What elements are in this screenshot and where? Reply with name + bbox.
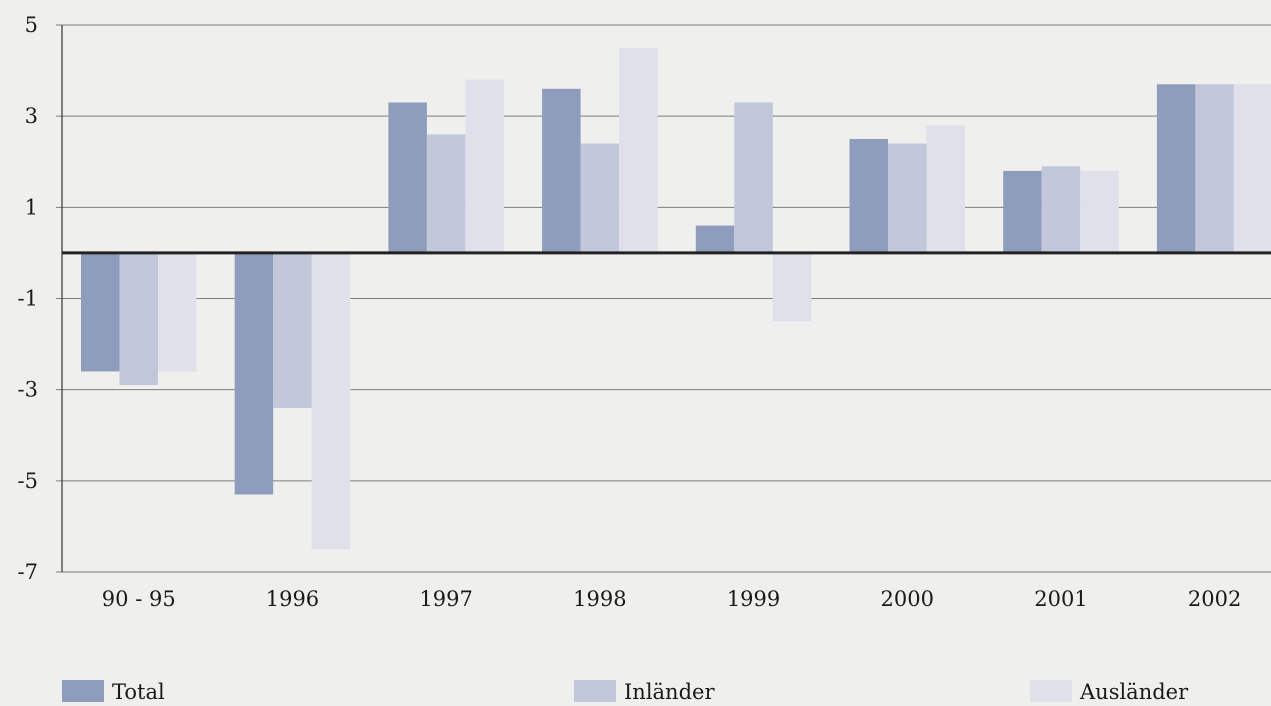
legend-label: Inländer	[624, 680, 715, 702]
bar-inländer	[888, 143, 927, 253]
legend-label: Ausländer	[1079, 680, 1189, 702]
bar-inländer	[1041, 166, 1081, 253]
bar-inländer	[426, 134, 466, 253]
axis-layer	[61, 25, 1271, 572]
bar-total	[542, 88, 581, 253]
x-tick-label: 90 - 95	[102, 587, 176, 611]
bar-ausländer	[465, 79, 504, 253]
y-tick-label: -7	[18, 560, 38, 584]
x-tick-label: 1996	[266, 587, 319, 611]
legend: Total Inländer Ausländer	[62, 680, 1189, 704]
bar-inländer	[734, 102, 773, 253]
legend-swatch	[62, 680, 104, 702]
legend-swatch	[1030, 680, 1072, 702]
bar-inländer	[580, 143, 620, 253]
y-tick-label: -1	[18, 287, 38, 311]
y-tick-label: -3	[18, 378, 38, 402]
x-tick-label: 2002	[1188, 587, 1241, 611]
x-tick-label: 1999	[727, 587, 780, 611]
legend-label: Total	[112, 680, 165, 702]
x-tick-label: 2000	[881, 587, 934, 611]
bar-total	[1156, 84, 1196, 253]
bar-inländer	[273, 252, 312, 408]
bar-ausländer	[1233, 84, 1271, 253]
x-tick-label: 1997	[419, 587, 472, 611]
bar-total	[388, 102, 427, 253]
label-layer: 5 3 1 -1 -3 -5 -7 90 - 95 1996 1997 1998 1999 2000 20…	[18, 13, 1242, 611]
bar-layer	[81, 47, 1271, 550]
bar-ausländer	[619, 47, 658, 253]
y-tick-label: 5	[25, 13, 38, 37]
bar-ausländer	[158, 252, 197, 372]
bar-total	[849, 138, 888, 253]
x-tick-label: 2001	[1034, 587, 1087, 611]
y-tick-label: 1	[25, 195, 38, 219]
legend-swatch	[574, 680, 616, 702]
bar-ausländer	[311, 252, 351, 550]
bar-total	[234, 252, 274, 495]
y-tick-label: -5	[18, 469, 38, 493]
bar-total	[695, 225, 735, 253]
bar-ausländer	[926, 125, 965, 253]
bar-total	[1003, 170, 1042, 253]
y-tick-label: 3	[25, 104, 38, 128]
x-tick-label: 1998	[573, 587, 626, 611]
bar-ausländer	[772, 252, 812, 322]
bar-inländer	[1195, 84, 1234, 253]
bar-total	[81, 252, 120, 372]
bar-ausländer	[1080, 170, 1119, 253]
bar-inländer	[119, 252, 158, 386]
